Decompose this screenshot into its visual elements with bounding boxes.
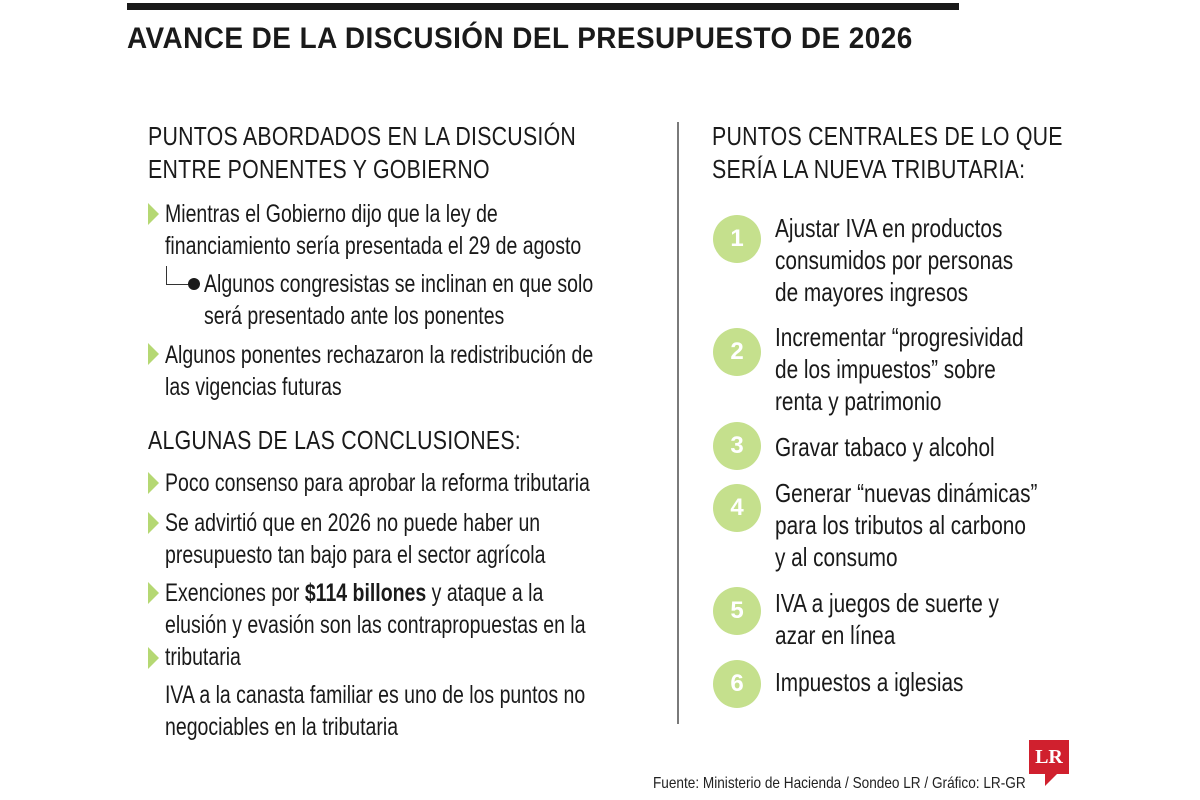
conclusion-2-line-1: Se advirtió que en 2026 no puede haber u… [165,509,541,537]
source-credit: Fuente: Ministerio de Hacienda / Sondeo … [653,775,1026,792]
number-badge-3: 3 [713,422,761,470]
number-badge-1: 1 [713,215,761,263]
top-rule [127,3,959,10]
discussion-item-2-line-2: las vigencias futuras [165,373,342,401]
discussion-item-2: Algunos ponentes rechazaron la redistrib… [165,339,593,403]
number-badge-6: 6 [713,660,761,708]
tax-point-4-line-3: y al consumo [775,542,898,572]
tax-point-3: Gravar tabaco y alcohol [775,432,995,462]
bullet-arrow-icon [148,343,159,365]
exemptions-amount: $114 billones [304,579,427,607]
number-badge-4: 4 [713,484,761,532]
tax-point-4-line-1: Generar “nuevas dinámicas” [775,478,1038,508]
conclusion-3-after: y ataque a la [426,579,544,607]
right-heading-line-2: SERÍA LA NUEVA TRIBUTARIA: [712,154,1026,184]
tax-point-6: Impuestos a iglesias [775,667,964,697]
conclusions-heading: ALGUNAS DE LAS CONCLUSIONES: [148,425,521,455]
tax-point-5: IVA a juegos de suerte y azar en línea [775,587,999,651]
left-heading-line-2: ENTRE PONENTES Y GOBIERNO [148,154,490,184]
number-badge-5: 5 [713,587,761,635]
tax-point-1-line-2: consumidos por personas [775,245,1014,275]
sub-bullet-dot-icon [188,278,200,290]
conclusion-2: Se advirtió que en 2026 no puede haber u… [165,507,545,571]
right-heading: PUNTOS CENTRALES DE LO QUE SERÍA LA NUEV… [712,120,1063,186]
tax-point-1-line-3: de mayores ingresos [775,277,969,307]
conclusion-3-line-3: tributaria [165,643,241,671]
conclusion-4-line-2: negociables en la tributaria [165,713,399,741]
discussion-item-1-line-1: Mientras el Gobierno dijo que la ley de [165,200,498,228]
conclusion-4: IVA a la canasta familiar es uno de los … [165,679,585,743]
left-heading: PUNTOS ABORDADOS EN LA DISCUSIÓN ENTRE P… [148,120,576,186]
conclusion-3-line-2: elusión y evasión son las contrapropuest… [165,611,586,639]
tax-point-4: Generar “nuevas dinámicas” para los trib… [775,477,1037,573]
discussion-item-2-line-1: Algunos ponentes rechazaron la redistrib… [165,341,594,369]
tax-point-2-line-1: Incrementar “progresividad [775,322,1024,352]
bullet-arrow-icon [148,647,159,669]
discussion-subitem: Algunos congresistas se inclinan en que … [204,268,593,332]
tax-point-1-line-1: Ajustar IVA en productos [775,213,1003,243]
bullet-arrow-icon [148,512,159,534]
lr-logo: LR [1029,740,1069,774]
tax-point-5-line-1: IVA a juegos de suerte y [775,588,999,618]
discussion-item-1: Mientras el Gobierno dijo que la ley de … [165,198,581,262]
number-badge-2: 2 [713,328,761,376]
tax-point-2-line-2: de los impuestos” sobre [775,354,996,384]
tax-point-2-line-3: renta y patrimonio [775,386,942,416]
tax-point-2: Incrementar “progresividad de los impues… [775,321,1024,417]
discussion-subitem-line-2: será presentado ante los ponentes [204,302,505,330]
conclusion-3-before: Exenciones por [165,579,305,607]
tax-point-4-line-2: para los tributos al carbono [775,510,1026,540]
column-divider [677,122,679,724]
discussion-item-1-line-2: financiamiento sería presentada el 29 de… [165,232,582,260]
left-heading-line-1: PUNTOS ABORDADOS EN LA DISCUSIÓN [148,121,577,151]
conclusion-2-line-2: presupuesto tan bajo para el sector agrí… [165,541,546,569]
conclusion-3: Exenciones por $114 billones y ataque a … [165,577,586,673]
main-title: AVANCE DE LA DISCUSIÓN DEL PRESUPUESTO D… [127,22,913,55]
bullet-arrow-icon [148,203,159,225]
discussion-subitem-line-1: Algunos congresistas se inclinan en que … [204,270,594,298]
sub-connector-line [166,266,195,285]
tax-point-1: Ajustar IVA en productos consumidos por … [775,212,1013,308]
right-heading-line-1: PUNTOS CENTRALES DE LO QUE [712,121,1063,151]
lr-logo-tail [1045,774,1057,786]
conclusion-1: Poco consenso para aprobar la reforma tr… [165,469,590,497]
bullet-arrow-icon [148,582,159,604]
tax-point-5-line-2: azar en línea [775,620,896,650]
bullet-arrow-icon [148,472,159,494]
conclusion-4-line-1: IVA a la canasta familiar es uno de los … [165,681,586,709]
